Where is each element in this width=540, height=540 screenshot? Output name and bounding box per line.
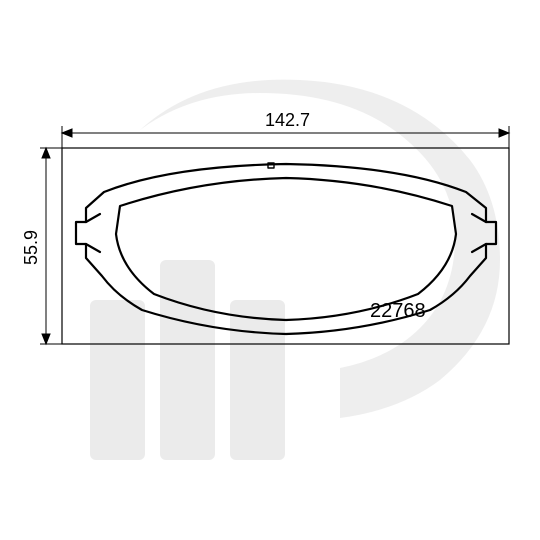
drawing-svg	[0, 0, 540, 540]
width-dimension-label: 142.7	[265, 110, 310, 131]
part-number-label: 22768	[370, 300, 426, 323]
dimension-height	[40, 148, 62, 344]
height-dimension-label: 55.9	[21, 230, 42, 265]
brake-pad-outline	[76, 163, 496, 334]
drawing-canvas: 142.7 55.9 22768	[0, 0, 540, 540]
watermark	[90, 80, 500, 460]
